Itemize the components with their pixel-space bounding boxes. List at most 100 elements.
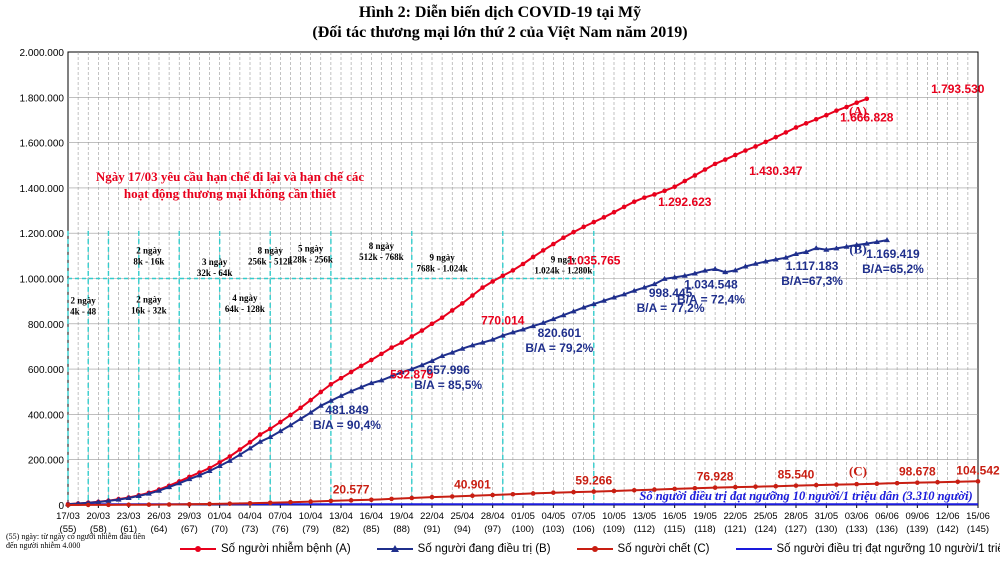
series-b-point <box>408 366 415 372</box>
series-b-point <box>105 497 112 503</box>
y-tick-label: 0 <box>58 501 64 512</box>
series-b-line <box>67 239 888 506</box>
x-tick-date: 17/03 <box>56 511 80 522</box>
series-b-point <box>651 281 658 287</box>
series-c-point <box>793 483 799 488</box>
series-a-point <box>844 104 849 110</box>
series-c-point <box>470 493 475 499</box>
series-a-point <box>237 447 243 452</box>
series-a-point <box>460 301 465 306</box>
series-b-point <box>257 438 264 444</box>
series-b-point <box>590 301 597 307</box>
x-tick-date: 20/03 <box>86 511 110 522</box>
x-tick-day-count: (127) <box>785 524 807 535</box>
series-a-point <box>561 235 566 241</box>
series-b-point <box>95 499 102 505</box>
series-b-point <box>691 270 698 276</box>
series-b-point <box>196 472 203 478</box>
x-tick-date: 09/06 <box>905 511 929 522</box>
series-a-point <box>864 96 870 102</box>
series-a-point <box>621 204 627 210</box>
series-a-point <box>733 152 738 158</box>
series-a-point <box>348 369 354 375</box>
x-tick-day-count: (145) <box>967 524 989 535</box>
x-tick-day-count: (97) <box>484 524 501 535</box>
x-tick-date: 07/05 <box>572 511 596 522</box>
series-c-point <box>146 502 152 507</box>
series-c-point <box>490 492 495 498</box>
x-tick-day-count: (58) <box>90 524 107 535</box>
series-c-point <box>247 501 253 506</box>
series-a-point <box>551 241 556 247</box>
series-b-ratio-label: B/A=67,3% <box>781 274 843 288</box>
series-c-markers <box>65 479 981 508</box>
x-tick-date: 31/05 <box>814 511 838 522</box>
x-tick-day-count: (115) <box>664 524 685 535</box>
series-a-point <box>247 439 253 445</box>
series-c-point <box>753 484 758 489</box>
y-tick-label: 800.000 <box>28 320 65 331</box>
series-a-point <box>611 209 617 215</box>
x-tick-day-count: (64) <box>151 524 168 535</box>
y-tick-label: 400.000 <box>28 410 65 421</box>
series-b-ratio-label: B/A=65,2% <box>862 262 924 276</box>
series-a-point <box>642 195 647 200</box>
series-b-value-label: 481.849 <box>325 403 369 417</box>
series-b-point <box>348 388 355 394</box>
x-tick-day-count: (67) <box>181 524 198 535</box>
series-b-point <box>621 291 628 297</box>
series-a-point <box>783 130 789 135</box>
series-a-point <box>288 412 293 418</box>
series-a-point <box>257 432 263 437</box>
series-c-point <box>874 481 880 487</box>
series-b-point <box>671 274 678 280</box>
series-a-point <box>217 460 222 465</box>
y-tick-label: 1.200.000 <box>20 229 65 240</box>
series-a-point <box>743 148 748 153</box>
series-b-point <box>702 267 708 273</box>
series-c-point <box>834 482 839 487</box>
x-tick-day-count: (94) <box>454 524 471 535</box>
series-b-point <box>600 297 607 303</box>
series-a-point <box>298 405 303 411</box>
series-a-point <box>227 454 233 459</box>
x-tick-day-count: (103) <box>542 524 564 535</box>
series-b-ratio-label: B/A = 72,4% <box>677 293 745 307</box>
series-b-point <box>327 397 334 403</box>
series-c-point <box>65 502 71 508</box>
x-tick-day-count: (88) <box>393 524 410 535</box>
series-c-point <box>854 481 859 487</box>
legend-label-c: Số người chết (C) <box>617 543 710 555</box>
series-c-point <box>733 484 738 490</box>
doubling-annotation: 8 ngày 256k - 512k <box>248 246 293 267</box>
series-c-point <box>631 487 637 493</box>
series-a-line <box>67 97 868 506</box>
doubling-annotation: 8 ngày 512k - 768k <box>359 241 404 262</box>
series-a-point <box>773 134 779 140</box>
legend-item-a: Số người nhiễm bệnh (A) <box>180 543 351 555</box>
series-b-point <box>287 422 294 428</box>
series-b-point <box>853 241 860 247</box>
series-c-point <box>611 488 617 494</box>
series-a-point <box>510 268 516 273</box>
series-a-value-label: 1.292.623 <box>658 195 712 209</box>
series-a-point <box>439 315 445 320</box>
series-a-value-label: 532.879 <box>390 367 434 381</box>
x-tick-day-count: (85) <box>363 524 380 535</box>
series-a-point <box>530 254 536 260</box>
series-a-point <box>652 192 657 197</box>
series-b-point <box>307 409 314 415</box>
x-tick-day-count: (82) <box>333 524 350 535</box>
series-b-value-label: 820.601 <box>538 326 582 340</box>
x-tick-date: 07/04 <box>268 511 292 522</box>
series-a-point <box>500 273 506 279</box>
series-c-value-label: 40.901 <box>454 478 491 492</box>
policy-note-line1: Ngày 17/03 yêu cầu hạn chế đi lại và hạn… <box>96 169 365 184</box>
legend-label-d: Số người điều trị đạt ngưỡng 10 người/1 … <box>776 543 1000 555</box>
series-a-point <box>490 279 495 284</box>
series-c-point <box>449 494 455 499</box>
series-b-point <box>247 445 253 451</box>
doubling-annotation: 4 ngày 64k - 128k <box>225 293 265 314</box>
x-tick-date: 19/05 <box>693 511 717 522</box>
series-b-point <box>135 492 142 498</box>
